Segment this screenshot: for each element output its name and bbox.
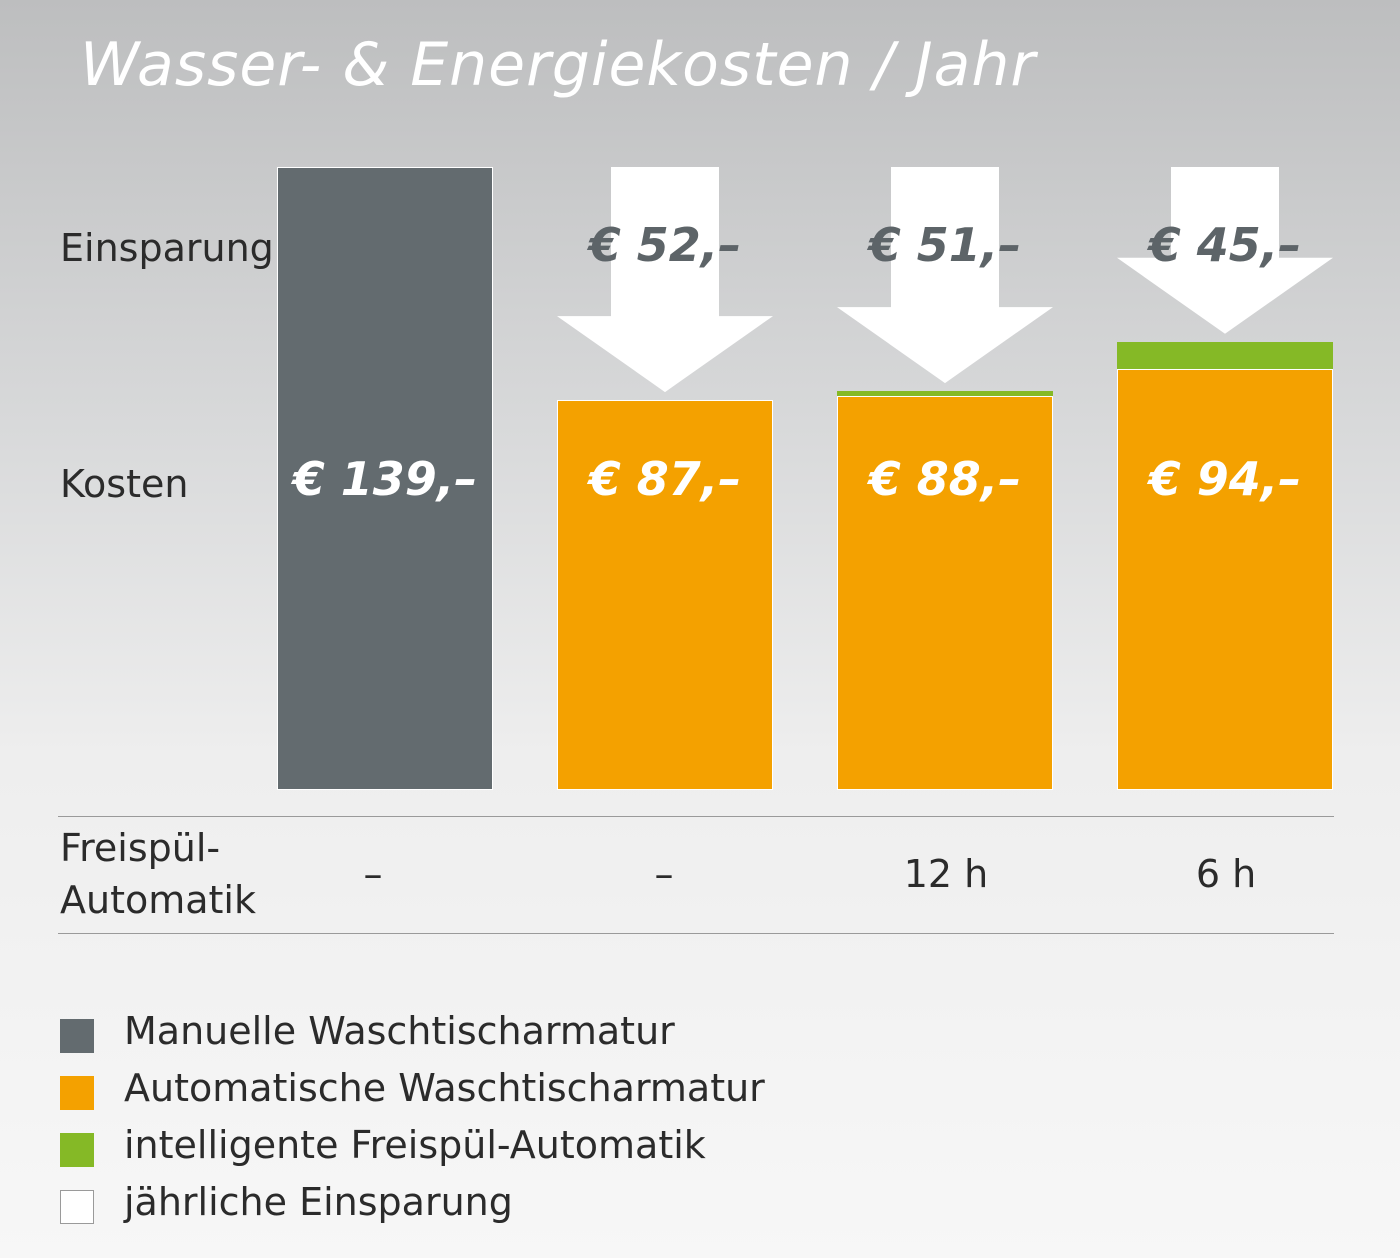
bar-freispuel-segment-2 <box>837 391 1053 396</box>
legend-swatch-savings <box>60 1190 94 1224</box>
legend-label-manual: Manuelle Waschtischarmatur <box>124 1009 675 1053</box>
bar-automatic-3 <box>1117 368 1333 790</box>
bar-automatic-2 <box>837 395 1053 790</box>
bar-automatic-1 <box>557 400 773 790</box>
savings-arrow-2 <box>837 167 1053 384</box>
legend-label-automatic: Automatische Waschtischarmatur <box>124 1066 765 1110</box>
freispuel-value-3: 12 h <box>903 852 989 896</box>
legend-label-savings: jährliche Einsparung <box>124 1180 513 1224</box>
savings-arrow-3 <box>1117 167 1333 334</box>
freispuel-value-2: – <box>654 852 674 896</box>
freispuel-value-1: – <box>363 852 383 896</box>
chart-title: Wasser- & Energiekosten / Jahr <box>80 30 1037 100</box>
freispuel-label: Freispül- Automatik <box>60 822 256 926</box>
cost-label-1: € 87,– <box>588 452 742 506</box>
table-top-divider <box>58 816 1334 817</box>
row-label-costs: Kosten <box>60 462 189 506</box>
savings-label-1: € 52,– <box>588 218 742 272</box>
table-bottom-divider <box>58 933 1334 934</box>
cost-label-2: € 88,– <box>868 452 1022 506</box>
freispuel-value-4: 6 h <box>1195 852 1257 896</box>
savings-arrow-1 <box>557 167 773 393</box>
legend-swatch-freispuel <box>60 1133 94 1167</box>
legend-swatch-manual <box>60 1019 94 1053</box>
legend-label-freispuel: intelligente Freispül-Automatik <box>124 1123 706 1167</box>
row-label-savings: Einsparung <box>60 226 274 270</box>
bar-manual <box>277 167 493 790</box>
freispuel-label-line2: Automatik <box>60 878 256 922</box>
savings-label-3: € 45,– <box>1148 218 1302 272</box>
cost-label-0: € 139,– <box>292 452 478 506</box>
savings-label-2: € 51,– <box>868 218 1022 272</box>
freispuel-label-line1: Freispül- <box>60 826 221 870</box>
bar-freispuel-segment-3 <box>1117 341 1333 369</box>
cost-label-3: € 94,– <box>1148 452 1302 506</box>
legend-swatch-automatic <box>60 1076 94 1110</box>
